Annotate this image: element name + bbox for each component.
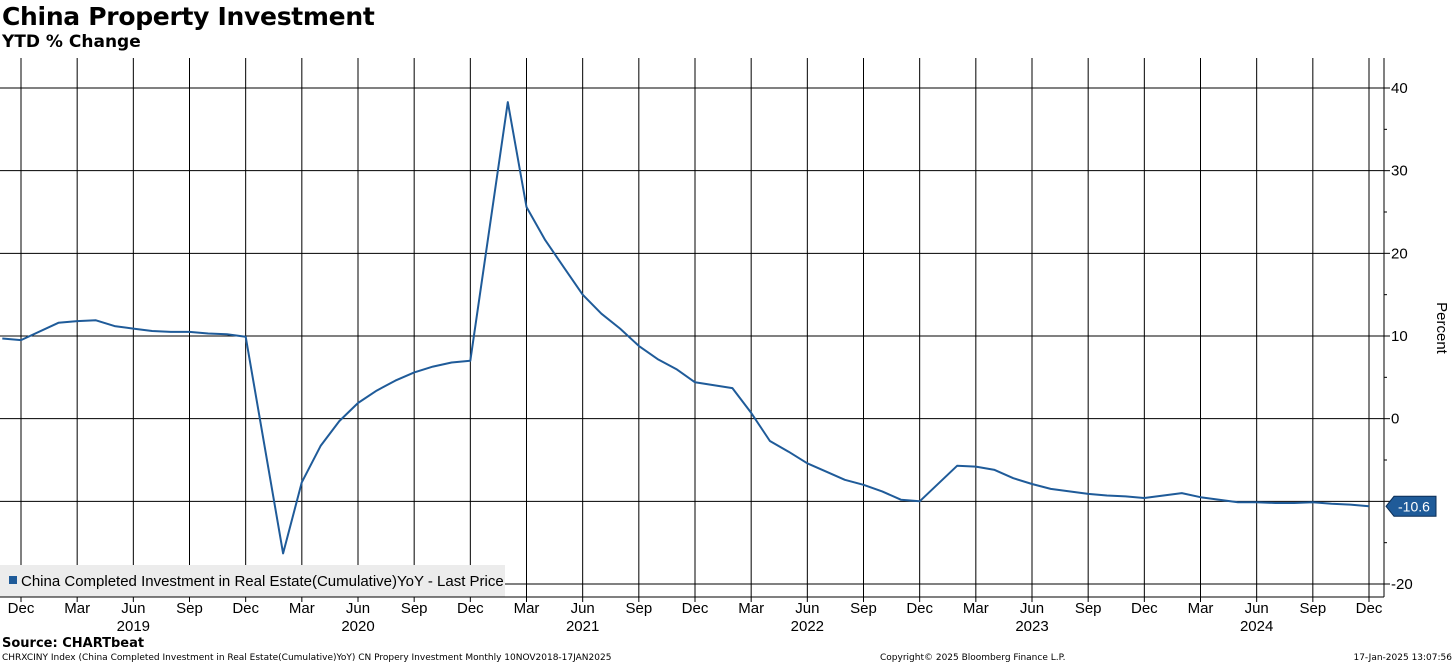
x-tick-label: Mar (963, 600, 989, 617)
x-tick-label: Jun (571, 600, 595, 617)
x-tick-label: Mar (64, 600, 90, 617)
x-tick-label: Dec (682, 600, 709, 617)
x-tick-label: Dec (8, 600, 35, 617)
series-layer (2, 101, 1370, 555)
chart-subtitle: YTD % Change (2, 32, 141, 52)
series-line (2, 101, 1370, 555)
source-note: Source: CHARTbeat (2, 636, 145, 651)
x-tick-label: Mar (1188, 600, 1214, 617)
x-tick-label: Sep (625, 600, 652, 617)
y-tick-label: 40 (1391, 80, 1408, 97)
x-tick-label: Sep (1299, 600, 1326, 617)
x-tick-label: Sep (401, 600, 428, 617)
x-tick-label: Jun (1245, 600, 1269, 617)
x-tick-label: Dec (232, 600, 259, 617)
y-axis-label: Percent (1433, 302, 1450, 355)
legend-box (0, 565, 505, 597)
x-tick-label: Sep (1075, 600, 1102, 617)
x-tick-label: Dec (1356, 600, 1383, 617)
y-tick-label: 0 (1391, 411, 1399, 428)
legend-label: China Completed Investment in Real Estat… (21, 573, 504, 590)
timestamp: 17-Jan-2025 13:07:56 (1353, 653, 1452, 663)
x-tick-label: Jun (1020, 600, 1044, 617)
x-tick-label: Mar (738, 600, 764, 617)
index-note: CHRXCINY Index (China Completed Investme… (2, 653, 612, 663)
y-tick-label: 30 (1391, 163, 1408, 180)
chart-title: China Property Investment (2, 2, 375, 31)
x-year-label: 2020 (341, 618, 374, 635)
x-tick-label: Jun (346, 600, 370, 617)
y-tick-label: 20 (1391, 245, 1408, 262)
legend-swatch (9, 576, 17, 584)
x-year-label: 2019 (117, 618, 150, 635)
x-tick-label: Jun (121, 600, 145, 617)
x-year-label: 2022 (791, 618, 824, 635)
x-tick-label: Mar (289, 600, 315, 617)
x-tick-label: Sep (176, 600, 203, 617)
last-value-badge: -10.6 (1385, 495, 1437, 517)
y-tick-label: -20 (1391, 576, 1413, 593)
last-value-badge-shape (1385, 495, 1437, 517)
grid (0, 58, 1384, 597)
y-tick-label: 10 (1391, 328, 1408, 345)
x-year-label: 2021 (566, 618, 599, 635)
x-tick-label: Jun (795, 600, 819, 617)
x-tick-label: Dec (1131, 600, 1158, 617)
legend: China Completed Investment in Real Estat… (0, 565, 505, 597)
copyright-note: Copyright© 2025 Bloomberg Finance L.P. (880, 653, 1066, 663)
x-tick-label: Dec (457, 600, 484, 617)
x-tick-label: Dec (906, 600, 933, 617)
x-year-label: 2023 (1015, 618, 1048, 635)
x-year-label: 2024 (1240, 618, 1273, 635)
x-tick-label: Mar (514, 600, 540, 617)
x-tick-label: Sep (850, 600, 877, 617)
last-value-text: -10.6 (1398, 498, 1430, 514)
